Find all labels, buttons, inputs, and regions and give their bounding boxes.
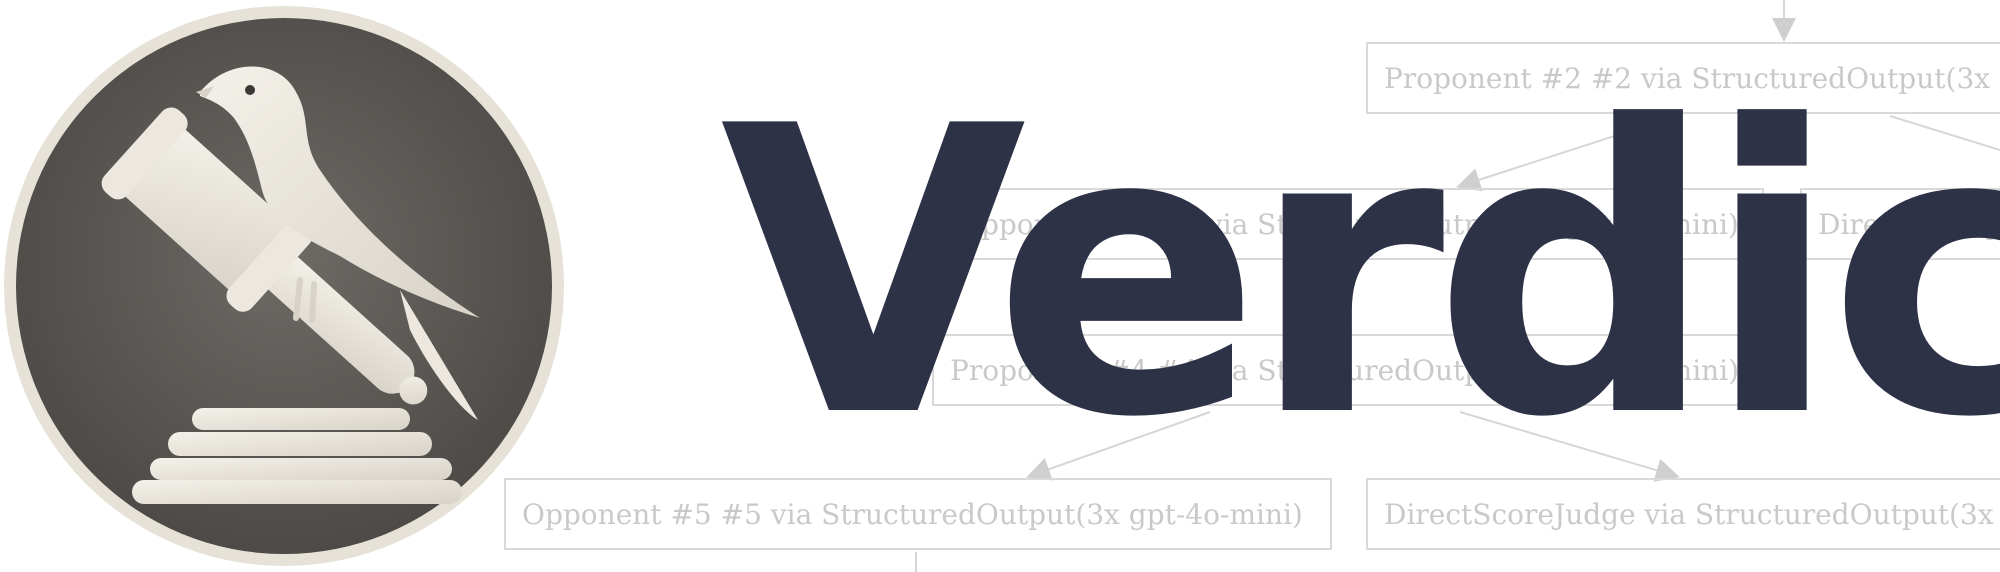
brand-wordmark: Verdict (720, 43, 2000, 504)
gavel-bird-logo (4, 6, 564, 566)
diagram-node-opponent-5: Opponent #5 #5 via StructuredOutput(3x g… (504, 478, 1332, 550)
diagram-node-judge: DirectScoreJudge (1800, 188, 2000, 260)
diagram-node-direct-score-judge: DirectScoreJudge via StructuredOutput(3x (1366, 478, 2000, 550)
diagram-node-proponent-4: Proponent #4 #4 via StructuredOutput(3x … (932, 334, 1768, 406)
diagram-node-opponent-3: Opponent #3 #3 via StructuredOutput(3x g… (940, 188, 1764, 260)
diagram-node-proponent-2: Proponent #2 #2 via StructuredOutput(3x (1366, 42, 2000, 114)
